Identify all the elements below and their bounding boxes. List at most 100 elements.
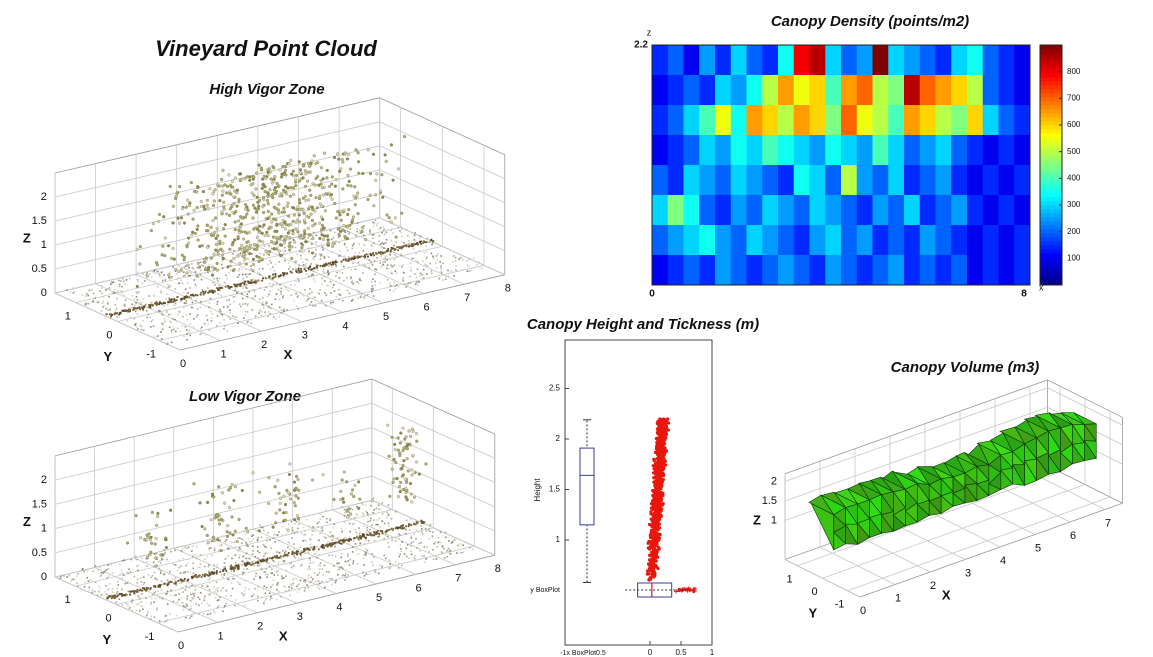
ground-point (150, 604, 152, 606)
ground-point (191, 263, 193, 265)
ground-point (114, 289, 116, 291)
ground-point (237, 538, 239, 540)
ground-point (186, 603, 188, 605)
ground-point (419, 530, 421, 532)
ground-point (382, 262, 384, 264)
ground-point (186, 339, 188, 341)
row-point (367, 256, 369, 258)
ground-point (308, 248, 310, 250)
ground-point (284, 586, 286, 588)
ground-point (174, 547, 176, 549)
canopy-point (234, 485, 237, 488)
row-point (157, 585, 159, 587)
ground-point (289, 563, 291, 565)
ground-point (173, 595, 175, 597)
ground-point (189, 271, 191, 273)
heatmap-cell (778, 105, 794, 135)
heatmap-cell (841, 225, 857, 255)
heatmap-cell (967, 45, 983, 75)
canopy-point (224, 235, 227, 238)
canopy-point (172, 222, 175, 225)
canopy-point (246, 530, 249, 533)
row-point (300, 268, 302, 270)
ground-point (329, 517, 331, 519)
ground-point (297, 296, 299, 298)
ground-point (192, 545, 194, 547)
ground-point (353, 560, 355, 562)
row-point (290, 271, 292, 273)
ground-point (121, 292, 123, 294)
canopy-point (207, 541, 210, 544)
ground-point (209, 577, 211, 579)
heatmap-cell (983, 225, 999, 255)
ground-point (303, 580, 305, 582)
figure-title: Vineyard Point Cloud (155, 36, 377, 61)
canopy-point (233, 268, 236, 271)
ground-point (124, 305, 126, 307)
ground-point (368, 260, 370, 262)
ground-point (342, 575, 344, 577)
ground-point (175, 308, 177, 310)
ground-point (181, 545, 183, 547)
ground-point (307, 259, 309, 261)
ground-point (197, 308, 199, 310)
canopy-point (397, 168, 400, 171)
ground-point (200, 563, 202, 565)
ground-point (429, 263, 431, 265)
row-point (159, 301, 161, 303)
ground-point (279, 284, 281, 286)
canopy-point (213, 253, 216, 256)
ground-point (344, 537, 346, 539)
ground-point (358, 527, 360, 529)
scatter-point (646, 569, 649, 572)
ground-point (468, 266, 470, 268)
row-point (114, 313, 116, 315)
row-point (296, 551, 298, 553)
ground-point (332, 287, 334, 289)
row-point (135, 590, 137, 592)
canopy-point (405, 491, 408, 494)
ground-point (127, 590, 129, 592)
heatmap-cell (936, 135, 952, 165)
ground-point (160, 290, 162, 292)
canopy-point (252, 182, 255, 185)
ground-point (356, 514, 358, 516)
canopy-point (139, 245, 142, 248)
ground-point (393, 290, 395, 292)
row-point (299, 553, 301, 555)
ground-point (315, 241, 317, 243)
row-point (340, 539, 342, 541)
ground-point (333, 523, 335, 525)
ground-point (249, 291, 251, 293)
canopy-point (339, 210, 342, 213)
ground-point (305, 266, 307, 268)
row-point (361, 535, 363, 537)
ground-point (365, 548, 367, 550)
ground-point (436, 556, 438, 558)
ground-point (201, 603, 203, 605)
ground-point (276, 282, 278, 284)
row-point (166, 584, 168, 586)
ground-point (168, 314, 170, 316)
canopy-point (169, 185, 172, 188)
canopy-point (293, 501, 296, 504)
ground-point (388, 514, 390, 516)
ground-point (298, 265, 300, 267)
canopy-point (288, 245, 291, 248)
canopy-point (312, 182, 315, 185)
ground-point (356, 535, 358, 537)
canopy-point (212, 193, 215, 196)
canopy-point (211, 493, 214, 496)
ground-point (137, 293, 139, 295)
canopy-point (292, 232, 295, 235)
ground-point (320, 232, 322, 234)
canopy-point (177, 270, 180, 273)
ground-point (129, 607, 131, 609)
canopy-point (410, 501, 413, 504)
ground-point (289, 239, 291, 241)
heatmap-cell (999, 135, 1015, 165)
ground-point (276, 551, 278, 553)
canopy-point (410, 493, 413, 496)
ground-point (338, 255, 340, 257)
ground-point (265, 301, 267, 303)
